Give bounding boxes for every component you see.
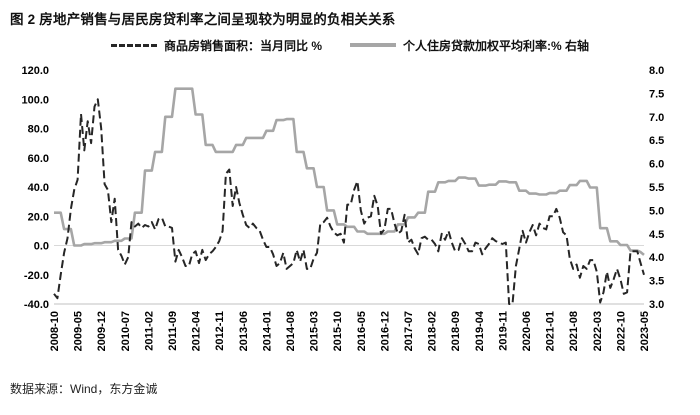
svg-text:2015-03: 2015-03 — [309, 311, 321, 351]
legend-label-sales: 商品房销售面积：当月同比 % — [163, 38, 322, 53]
svg-text:2011-09: 2011-09 — [167, 311, 179, 351]
legend-label-rate: 个人住房贷款加权平均利率:% 右轴 — [403, 38, 590, 53]
svg-text:7.5: 7.5 — [649, 88, 664, 100]
svg-text:5.5: 5.5 — [649, 182, 664, 194]
svg-text:6.5: 6.5 — [649, 135, 664, 147]
svg-text:6.0: 6.0 — [649, 159, 664, 171]
svg-text:2009-12: 2009-12 — [96, 311, 108, 351]
chart-title: 图 2 房地产销售与居民房贷利率之间呈现较为明显的负相关关系 — [10, 12, 396, 27]
svg-text:2019-11: 2019-11 — [497, 311, 509, 351]
svg-text:2015-10: 2015-10 — [332, 311, 344, 351]
svg-text:2018-02: 2018-02 — [427, 311, 439, 351]
chart-canvas: 120.0 100.0 80.0 60.0 40.0 20.0 0.0 -20.0 -40.0 8… — [21, 65, 664, 351]
svg-text:2008-10: 2008-10 — [49, 311, 61, 351]
svg-text:40.0: 40.0 — [28, 182, 49, 194]
svg-text:20.0: 20.0 — [28, 211, 49, 223]
svg-text:100.0: 100.0 — [21, 94, 49, 106]
svg-text:4.5: 4.5 — [649, 229, 664, 241]
svg-text:8.0: 8.0 — [649, 65, 664, 77]
svg-text:60.0: 60.0 — [28, 153, 49, 165]
svg-text:2016-05: 2016-05 — [356, 311, 368, 351]
svg-text:2009-05: 2009-05 — [73, 311, 85, 351]
svg-text:2020-06: 2020-06 — [521, 311, 533, 351]
svg-text:120.0: 120.0 — [21, 65, 49, 77]
svg-text:2023-05: 2023-05 — [639, 311, 651, 351]
svg-text:4.0: 4.0 — [649, 252, 664, 264]
svg-text:2014-01: 2014-01 — [261, 311, 273, 351]
chart-legend: 商品房销售面积：当月同比 % 个人住房贷款加权平均利率:% 右轴 — [8, 34, 692, 56]
solid-line-sample-icon — [350, 43, 396, 47]
svg-text:2018-09: 2018-09 — [450, 311, 462, 351]
svg-text:2016-12: 2016-12 — [379, 311, 391, 351]
svg-text:2017-07: 2017-07 — [403, 311, 415, 351]
svg-text:3.0: 3.0 — [649, 299, 664, 311]
legend-item-rate: 个人住房贷款加权平均利率:% 右轴 — [350, 37, 589, 54]
data-source-note: 数据来源：Wind，东方金诚 — [10, 382, 158, 396]
svg-text:2021-01: 2021-01 — [545, 311, 557, 351]
svg-text:2011-02: 2011-02 — [143, 311, 155, 351]
svg-text:5.0: 5.0 — [649, 205, 664, 217]
svg-text:-40.0: -40.0 — [24, 299, 49, 311]
svg-text:-20.0: -20.0 — [24, 270, 49, 282]
svg-text:3.5: 3.5 — [649, 276, 664, 288]
svg-text:2022-03: 2022-03 — [592, 311, 604, 351]
svg-text:2019-04: 2019-04 — [474, 310, 486, 351]
svg-text:2012-11: 2012-11 — [214, 311, 226, 351]
svg-text:0.0: 0.0 — [34, 241, 49, 253]
svg-text:2012-04: 2012-04 — [191, 310, 203, 351]
svg-text:2014-08: 2014-08 — [285, 311, 297, 351]
legend-item-sales: 商品房销售面积：当月同比 % — [110, 37, 322, 54]
dashed-line-sample-icon — [110, 43, 157, 47]
svg-text:80.0: 80.0 — [28, 124, 49, 136]
svg-text:7.0: 7.0 — [649, 112, 664, 124]
svg-text:2022-10: 2022-10 — [615, 311, 627, 351]
svg-text:2021-08: 2021-08 — [568, 311, 580, 351]
svg-text:2010-07: 2010-07 — [120, 311, 132, 351]
svg-text:2013-06: 2013-06 — [238, 311, 250, 351]
